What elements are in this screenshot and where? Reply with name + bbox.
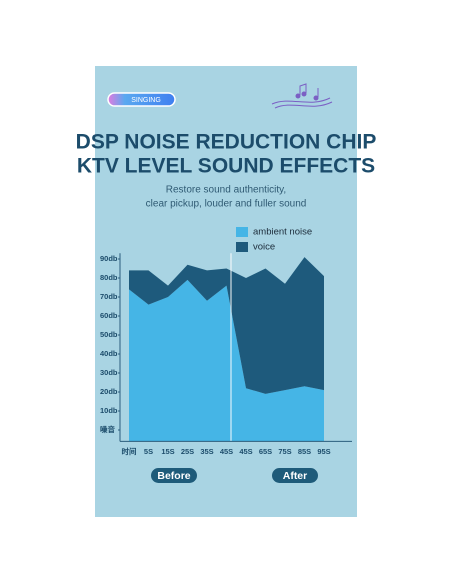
music-icon xyxy=(271,83,333,109)
subtitle: Restore sound authenticity, xyxy=(166,185,286,196)
subtitle: clear pickup, louder and fuller sound xyxy=(146,199,307,210)
phase-label: After xyxy=(283,470,308,482)
legend-swatch xyxy=(236,242,248,252)
x-tick-label: 45S xyxy=(220,447,233,456)
x-tick-label: 45S xyxy=(239,447,252,456)
y-tick-label: 60db xyxy=(100,311,118,320)
legend-swatch xyxy=(236,227,248,237)
badge-text: SINGING xyxy=(131,97,161,104)
headline: DSP NOISE REDUCTION CHIP xyxy=(76,131,377,154)
x-tick-label: 75S xyxy=(278,447,291,456)
y-tick-label: 30db xyxy=(100,368,118,377)
legend-label: voice xyxy=(253,242,275,253)
y-tick-label: 50db xyxy=(100,330,118,339)
phase-label: Before xyxy=(157,470,190,482)
y-tick-label: 70db xyxy=(100,292,118,301)
x-tick-label: 5S xyxy=(144,447,153,456)
y-tick-label: 90db xyxy=(100,254,118,263)
headline: KTV LEVEL SOUND EFFECTS xyxy=(77,155,375,178)
legend-label: ambient noise xyxy=(253,227,312,238)
y-tick-label: 40db xyxy=(100,349,118,358)
y-tick-label: 噪音 xyxy=(100,424,115,434)
y-tick-label: 10db xyxy=(100,406,118,415)
x-tick-label: 25S xyxy=(181,447,194,456)
y-tick-label: 20db xyxy=(100,387,118,396)
x-tick-label: 65S xyxy=(259,447,272,456)
area xyxy=(129,279,324,442)
badge xyxy=(107,92,176,107)
x-tick-label: 时间 xyxy=(122,446,137,456)
x-tick-label: 85S xyxy=(298,447,311,456)
x-tick-label: 95S xyxy=(317,447,330,456)
phase-pill xyxy=(151,468,197,483)
y-tick-label: 80db xyxy=(100,273,118,282)
x-tick-label: 15S xyxy=(161,447,174,456)
x-tick-label: 35S xyxy=(200,447,213,456)
chart: 噪音 10db 20db 30db 40db 50db 60db 70db 80db 90db 时间… xyxy=(100,227,352,483)
phase-pill xyxy=(272,468,318,483)
area xyxy=(129,257,324,394)
